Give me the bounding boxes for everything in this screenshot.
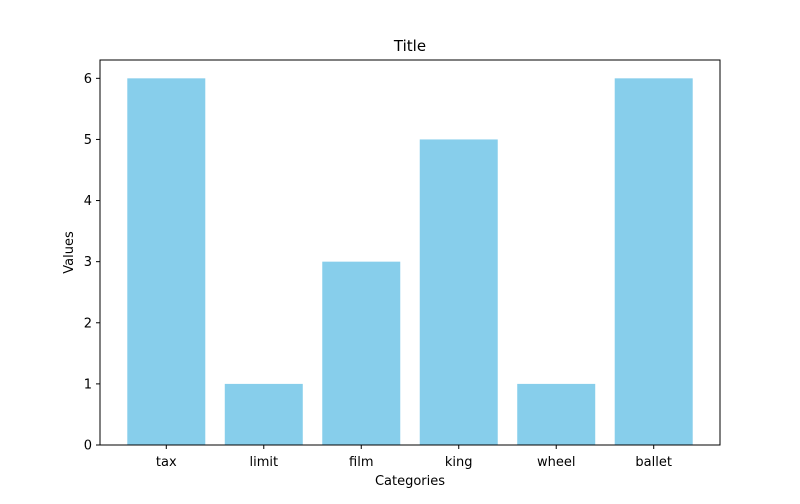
x-tick-label: limit xyxy=(249,455,278,470)
x-axis-title: Categories xyxy=(375,474,445,489)
x-tick-label: tax xyxy=(156,455,177,470)
x-axis-ticks: tax limit film king wheel ballet xyxy=(156,445,672,470)
x-tick-label: wheel xyxy=(537,455,575,470)
y-tick-label: 3 xyxy=(84,255,92,270)
x-tick-label: king xyxy=(445,455,473,470)
chart-title: Title xyxy=(393,37,426,55)
y-tick-label: 5 xyxy=(84,133,92,148)
y-axis-title: Values xyxy=(62,231,77,274)
bar-king xyxy=(419,139,498,445)
x-tick-label: film xyxy=(349,455,373,470)
y-tick-label: 0 xyxy=(84,439,92,454)
bar-ballet xyxy=(614,78,693,445)
y-tick-label: 6 xyxy=(84,72,92,87)
plot-area-frame xyxy=(99,59,721,446)
bar-limit xyxy=(224,383,303,445)
y-tick-label: 2 xyxy=(84,316,92,331)
y-tick-label: 4 xyxy=(84,194,92,209)
y-axis-ticks: 0 1 2 3 4 5 6 xyxy=(84,72,100,454)
bar-wheel xyxy=(517,383,596,445)
bars-layer xyxy=(127,78,693,445)
y-tick-label: 1 xyxy=(84,377,92,392)
bar-film xyxy=(322,261,401,445)
bar-tax xyxy=(127,78,206,445)
x-tick-label: ballet xyxy=(635,455,672,470)
